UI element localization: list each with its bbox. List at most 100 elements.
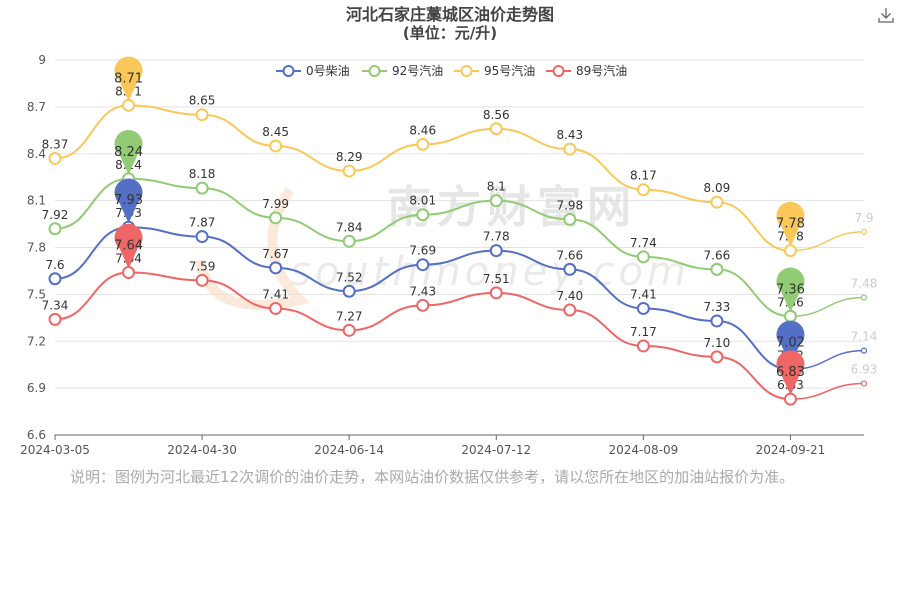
y-tick-label: 6.9 [27,381,46,395]
data-label: 7.66 [556,248,583,262]
y-tick-label: 8.1 [27,194,46,208]
grid-lines: 6.6 6.9 7.2 7.5 7.8 8.1 8.4 8.7 9 [27,53,864,442]
pin-shape [776,267,805,313]
data-label: 7.98 [556,198,583,212]
data-point [783,392,797,406]
data-labels: 7.6 7.93 7.87 7.67 7.52 7.69 7.78 7.66 7.41 7.33 7… [42,84,878,392]
extreme-markers: 7.93 7.02 8.24 7.36 8.71 7.78 7.64 6.83 [114,56,805,396]
watermark-swoosh [195,187,310,310]
extreme-pin: 7.64 [114,223,143,269]
pin-label: 8.71 [114,71,143,86]
data-point [783,244,797,258]
data-label: 7.33 [704,300,731,314]
data-label: 8.46 [409,123,436,137]
x-tick-label: 2024-08-09 [608,443,678,457]
data-label: 7.52 [336,270,363,284]
data-label: 7.59 [189,259,216,273]
data-label: 8.65 [189,94,216,108]
data-label: 7.41 [630,287,657,301]
data-label: 8.1 [487,180,506,194]
watermark-text: southmoney.com [290,249,690,295]
data-label: 7.69 [409,244,436,258]
series-line-forecast [790,296,865,317]
pin-shape [114,130,143,175]
chart-subtitle: (单位：元/升) [403,24,497,42]
data-label: 7.92 [42,208,69,222]
data-point [269,211,283,225]
data-point [269,301,283,315]
pin-shape [114,223,143,269]
data-label: 8.37 [42,137,69,151]
pin-shape [776,320,805,366]
data-point [269,261,283,275]
data-point [416,258,430,272]
data-point [195,273,209,287]
extreme-pin: 8.24 [114,130,143,175]
data-label: 7.74 [630,236,657,250]
data-point [489,244,503,258]
data-point [342,323,356,337]
y-tick-label: 6.6 [27,428,46,442]
extreme-pin: 8.71 [114,56,143,102]
data-label: 7.17 [630,325,657,339]
pin-shape [114,56,143,102]
y-tick-label: 8.7 [27,100,46,114]
chart-title: 河北石家庄藁城区油价走势图 [346,5,554,24]
axes: 2024-03-05 2024-04-30 2024-06-14 2024-07-12… [20,434,864,457]
data-point [563,303,577,317]
legend-label: 92号汽油 [392,63,443,78]
data-point [783,309,797,323]
pin-shape [114,178,143,224]
legend-swatch-marker [368,65,381,77]
data-point [563,262,577,276]
legend-label: 95号汽油 [484,63,535,78]
x-tick-label: 2024-07-12 [461,443,531,457]
series-line-forecast [790,382,865,400]
pin-label: 7.93 [114,193,143,208]
pin-label: 6.83 [776,365,805,380]
data-point [342,284,356,298]
data-label: 7.87 [189,216,216,230]
data-label: 8.43 [556,128,583,142]
extreme-pin: 6.83 [776,350,805,396]
data-point [636,339,650,353]
data-point [489,286,503,300]
data-point [342,234,356,248]
chart-note: 说明：图例为河北最近12次调价的油价走势，本网站油价数据仅供参考，请以您所在地区… [70,468,795,486]
data-label: 7.51 [483,272,510,286]
data-point [195,230,209,244]
data-label: 8.17 [630,169,657,183]
extreme-pin: 7.93 [114,178,143,224]
data-label: 7.84 [336,220,363,234]
data-label: 7.48 [851,277,878,291]
series-line-forecast [790,231,865,252]
y-tick-label: 8.4 [27,147,46,161]
data-point [269,139,283,153]
data-point [860,228,868,235]
data-point [416,137,430,151]
y-tick-label: 7.5 [27,287,46,301]
pin-shape [776,201,805,247]
data-label: 8.45 [262,125,289,139]
data-point [860,347,868,354]
legend-label: 89号汽油 [576,63,627,78]
x-tick-label: 2024-09-21 [756,443,826,457]
data-point [48,222,62,236]
data-label: 8.29 [336,150,363,164]
x-tick-label: 2024-06-14 [314,443,384,457]
download-icon[interactable] [876,5,896,25]
data-label: 7.99 [262,197,289,211]
extreme-pin: 7.02 [776,320,805,366]
pin-shape [776,350,805,396]
data-label: 7.67 [262,247,289,261]
data-label: 7.40 [556,289,583,303]
legend: 0号柴油 92号汽油 95号汽油 89号汽油 [276,63,627,78]
data-label: 7.6 [45,258,64,272]
legend-swatch-marker [282,65,295,77]
data-label: 7.78 [483,230,510,244]
extreme-pin: 7.78 [776,201,805,247]
data-point [489,122,503,136]
x-tick-label: 2024-04-30 [167,443,237,457]
extreme-pin: 7.36 [776,267,805,313]
pin-label: 7.36 [776,282,805,297]
